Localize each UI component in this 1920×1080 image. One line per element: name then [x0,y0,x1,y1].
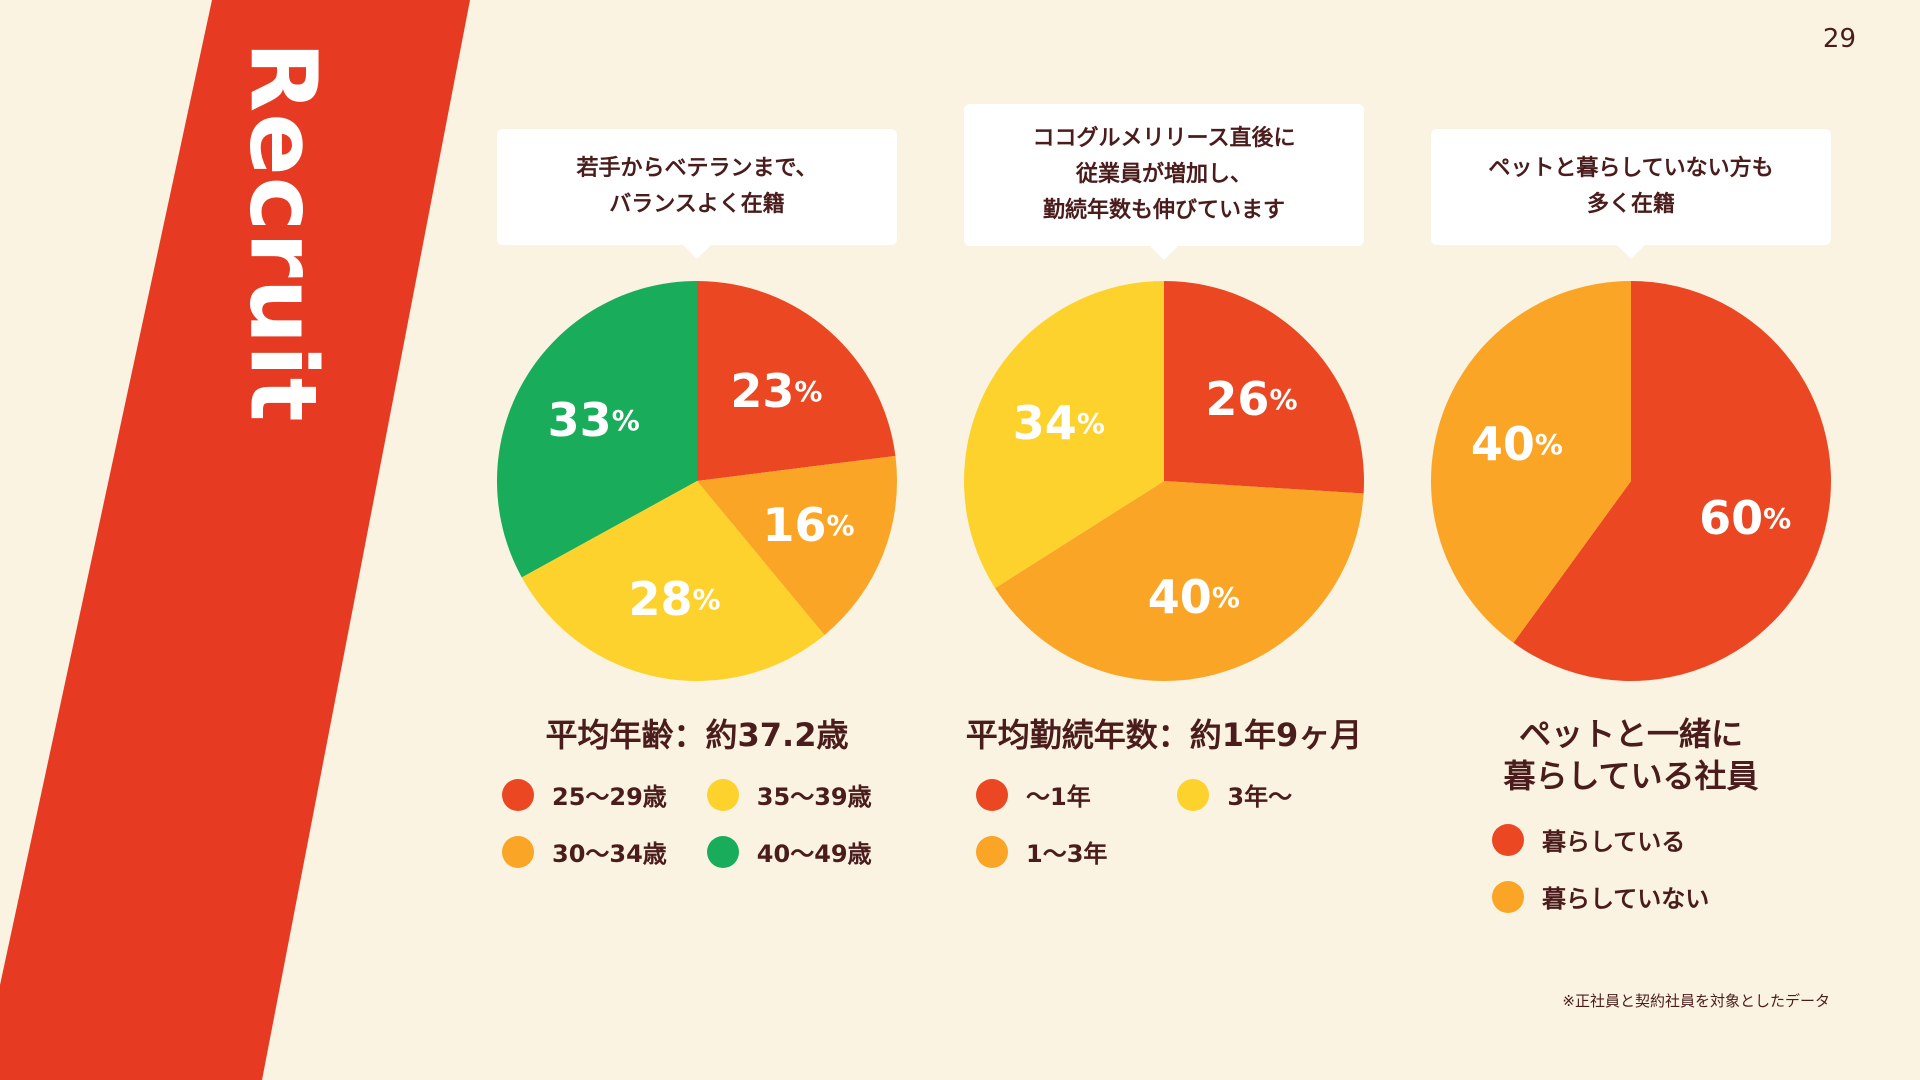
side-band-shape [0,0,470,1080]
pie-value-label: 40% [1148,570,1240,624]
callout-line: 勤続年数も伸びています [1042,198,1285,223]
legend-dot [706,778,739,811]
callout-line: バランスよく在籍 [609,192,785,217]
callout-bubble-age: 若手からベテランまで、 バランスよく在籍 [497,129,897,259]
callout-line: ペットと暮らしていない方も [1488,156,1774,181]
pie-value-label: 40% [1471,417,1563,471]
legend-item: 〜1年 [976,777,1107,812]
legend-item: 1〜3年 [976,834,1107,869]
legend-item: 暮らしていない [1492,879,1709,914]
stat-line: ペットと一緒に [1518,715,1743,753]
pie-slice [995,481,1364,681]
pie-value-label: 26% [1205,372,1297,426]
legend-label: 25〜29歳 [552,783,667,811]
callout-bubble-tenure: ココグルメリリース直後に 従業員が増加し、 勤続年数も伸びています [964,104,1364,260]
legend-label: 暮らしていない [1542,885,1710,913]
legend-dot [706,835,739,868]
pie-value-label: 60% [1699,491,1791,545]
stat-line: 暮らしている社員 [1503,757,1759,795]
pie-slice [497,281,697,578]
legend-dot [502,778,534,811]
legend-item: 35〜39歳 [706,777,872,812]
legend-item: 25〜29歳 [502,777,667,812]
page-number: 29 [1822,24,1856,54]
legend-label: 〜1年 [1026,783,1091,811]
pie-slice [1431,281,1631,643]
legend-dot [976,835,1008,868]
legend-label: 3年〜 [1227,783,1293,811]
legend-dot [1177,778,1210,811]
pie-slice [964,281,1164,589]
pie-value-label: 16% [763,498,855,552]
legend-dot [1492,823,1524,856]
pie-slice [521,481,825,681]
pie-chart-tenure: 26% 40% 34% [964,281,1364,681]
average-tenure-stat: 平均勤続年数：約1年9ヶ月 [924,714,1404,756]
legend-label: 30〜34歳 [552,840,667,868]
legend-tenure: 〜1年 3年〜 1〜3年 [976,777,1292,869]
legend-dot [502,835,534,868]
legend-dot [1492,880,1524,913]
pie-value-label: 33% [548,393,640,447]
pie-slice [1513,281,1831,681]
footnote: ※正社員と契約社員を対象としたデータ [1562,992,1830,1010]
callout-line: ココグルメリリース直後に [1032,126,1296,151]
callout-line: 多く在籍 [1586,192,1675,217]
legend-label: 暮らしている [1542,828,1686,856]
pie-value-label: 28% [628,572,720,626]
callout-bubble-pets: ペットと暮らしていない方も 多く在籍 [1431,129,1831,259]
legend-pets: 暮らしている 暮らしていない [1492,822,1709,914]
pie-chart-age: 23% 16% 28% 33% [497,281,897,681]
stat-line: 平均勤続年数：約1年9ヶ月 [965,716,1363,754]
callout-line: 若手からベテランまで、 [576,156,818,181]
legend-label: 1〜3年 [1026,840,1108,868]
pet-owners-stat: ペットと一緒に 暮らしている社員 [1431,713,1831,797]
legend-item: 30〜34歳 [502,834,667,869]
average-age-stat: 平均年齢：約37.2歳 [497,714,897,756]
legend-label: 35〜39歳 [756,783,872,811]
pie-slice [697,455,897,636]
pie-value-label: 23% [730,364,822,418]
legend-label: 40〜49歳 [756,840,872,868]
legend-age: 25〜29歳 35〜39歳 30〜34歳 40〜49歳 [502,777,872,869]
stat-line: 平均年齢：約37.2歳 [545,716,849,754]
pie-slice [697,281,896,481]
pie-value-label: 34% [1013,396,1105,450]
callout-line: 従業員が増加し、 [1075,162,1252,187]
pie-chart-pets: 60% 40% [1431,281,1831,681]
pie-slice [1164,281,1364,494]
legend-dot [976,778,1008,811]
section-title: Recruit [229,41,337,423]
legend-item: 暮らしている [1492,822,1709,857]
legend-item: 40〜49歳 [706,834,872,869]
legend-item: 3年〜 [1177,777,1292,812]
